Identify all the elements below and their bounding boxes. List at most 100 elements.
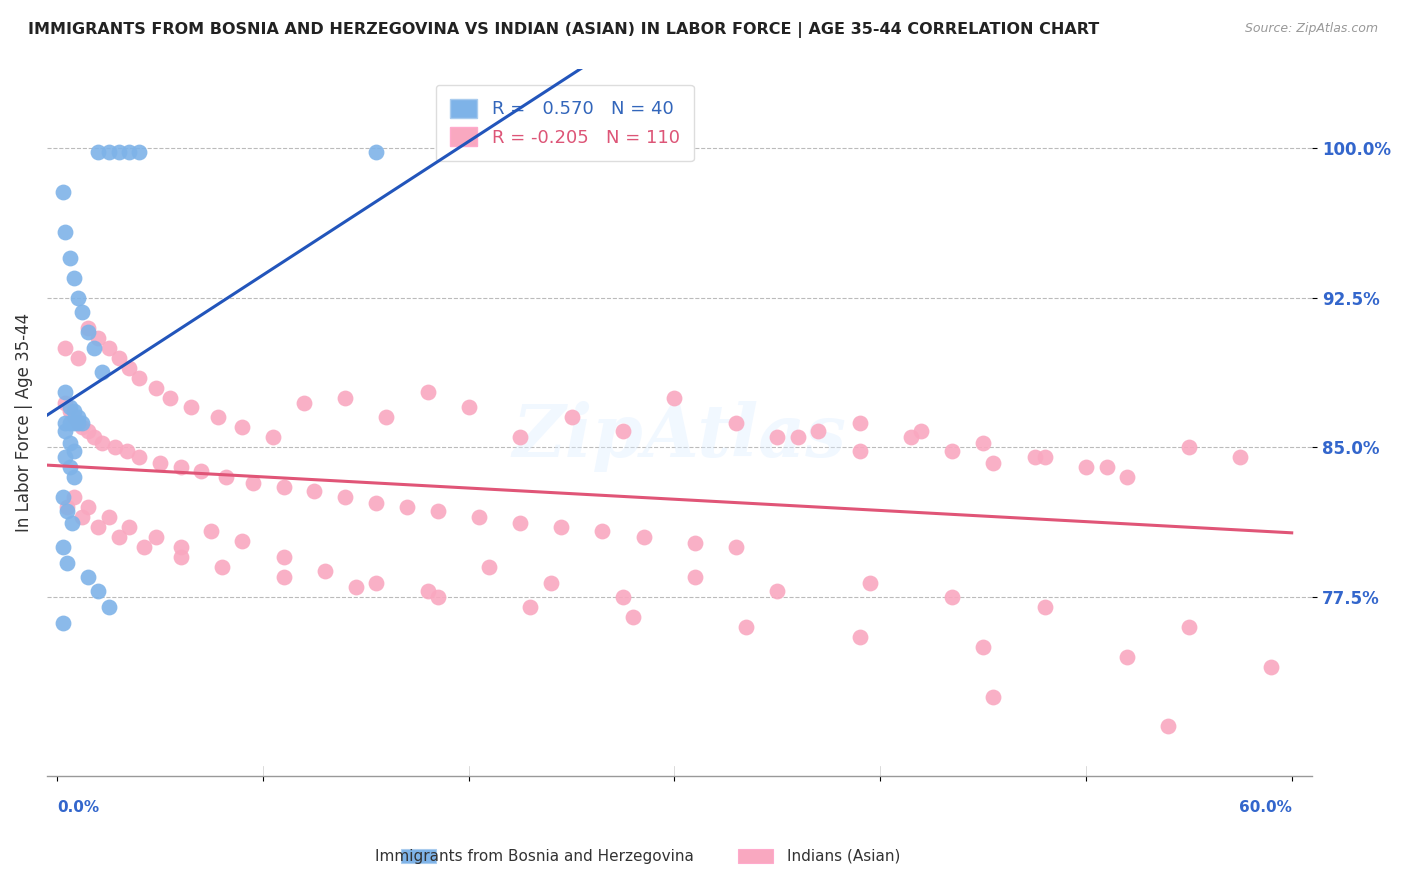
Point <box>52 540 75 554</box>
Point <box>1095 460 1118 475</box>
Point <box>468 510 491 524</box>
Point <box>344 580 367 594</box>
Point <box>55 425 77 439</box>
Point <box>180 401 202 415</box>
Point <box>52 490 75 504</box>
Point <box>83 430 105 444</box>
Point <box>478 560 501 574</box>
Point <box>416 384 439 399</box>
Point <box>66 291 89 305</box>
Point <box>58 401 80 415</box>
Point <box>77 325 100 339</box>
Point <box>683 570 706 584</box>
Point <box>58 417 80 431</box>
Point <box>242 476 264 491</box>
Point <box>509 516 531 530</box>
Point <box>60 516 83 530</box>
Point <box>62 410 84 425</box>
Point <box>1033 599 1056 614</box>
Point <box>1260 659 1282 673</box>
Point <box>91 436 114 450</box>
Point <box>1157 719 1180 733</box>
Point <box>273 480 295 494</box>
Point <box>97 510 120 524</box>
Point <box>375 410 398 425</box>
Point <box>58 404 80 418</box>
Point <box>941 444 963 458</box>
Point <box>91 365 114 379</box>
Point <box>169 549 191 564</box>
Point <box>66 417 89 431</box>
Point <box>304 484 326 499</box>
Point <box>66 417 89 431</box>
Point <box>1033 450 1056 465</box>
Point <box>104 441 127 455</box>
Point <box>132 540 155 554</box>
Point <box>66 410 89 425</box>
Point <box>62 417 84 431</box>
Point <box>87 520 110 534</box>
Point <box>55 396 77 410</box>
Point <box>612 590 634 604</box>
Point <box>519 599 541 614</box>
Point <box>900 430 922 444</box>
Point <box>1178 441 1201 455</box>
Point <box>70 510 93 524</box>
Point <box>807 425 830 439</box>
Point <box>364 496 387 510</box>
Point <box>108 145 131 160</box>
Point <box>848 417 870 431</box>
Point <box>149 456 172 470</box>
Point <box>159 391 181 405</box>
Point <box>77 500 100 515</box>
Point <box>87 331 110 345</box>
Point <box>62 271 84 285</box>
Point <box>56 504 79 518</box>
Point <box>190 464 212 478</box>
Point <box>848 444 870 458</box>
Point <box>683 536 706 550</box>
Point <box>983 690 1005 704</box>
Point <box>56 500 79 515</box>
Point <box>1178 620 1201 634</box>
Point <box>335 391 357 405</box>
Point <box>910 425 932 439</box>
Point <box>1229 450 1251 465</box>
Point <box>207 410 229 425</box>
Point <box>1074 460 1097 475</box>
Point <box>52 185 75 199</box>
Point <box>55 384 77 399</box>
Point <box>941 590 963 604</box>
Point <box>145 530 167 544</box>
Point <box>52 615 75 630</box>
Point <box>972 436 994 450</box>
Point <box>1116 470 1139 484</box>
Point <box>633 530 655 544</box>
Point <box>87 583 110 598</box>
Point <box>786 430 808 444</box>
Point <box>118 145 141 160</box>
Point <box>426 504 449 518</box>
Point <box>58 251 80 265</box>
Point <box>55 450 77 465</box>
Point <box>540 576 562 591</box>
Point <box>118 360 141 375</box>
Point <box>1024 450 1046 465</box>
Point <box>62 444 84 458</box>
Point <box>972 640 994 654</box>
Point <box>77 425 100 439</box>
Point <box>509 430 531 444</box>
Point <box>561 410 583 425</box>
Text: 60.0%: 60.0% <box>1239 800 1292 815</box>
Point <box>725 417 748 431</box>
Text: Source: ZipAtlas.com: Source: ZipAtlas.com <box>1244 22 1378 36</box>
Point <box>118 520 141 534</box>
Text: 0.0%: 0.0% <box>58 800 100 815</box>
Point <box>766 583 789 598</box>
Point <box>725 540 748 554</box>
Text: IMMIGRANTS FROM BOSNIA AND HERZEGOVINA VS INDIAN (ASIAN) IN LABOR FORCE | AGE 35: IMMIGRANTS FROM BOSNIA AND HERZEGOVINA V… <box>28 22 1099 38</box>
Point <box>766 430 789 444</box>
Point <box>231 420 253 434</box>
Point <box>292 396 315 410</box>
Y-axis label: In Labor Force | Age 35-44: In Labor Force | Age 35-44 <box>15 313 32 532</box>
